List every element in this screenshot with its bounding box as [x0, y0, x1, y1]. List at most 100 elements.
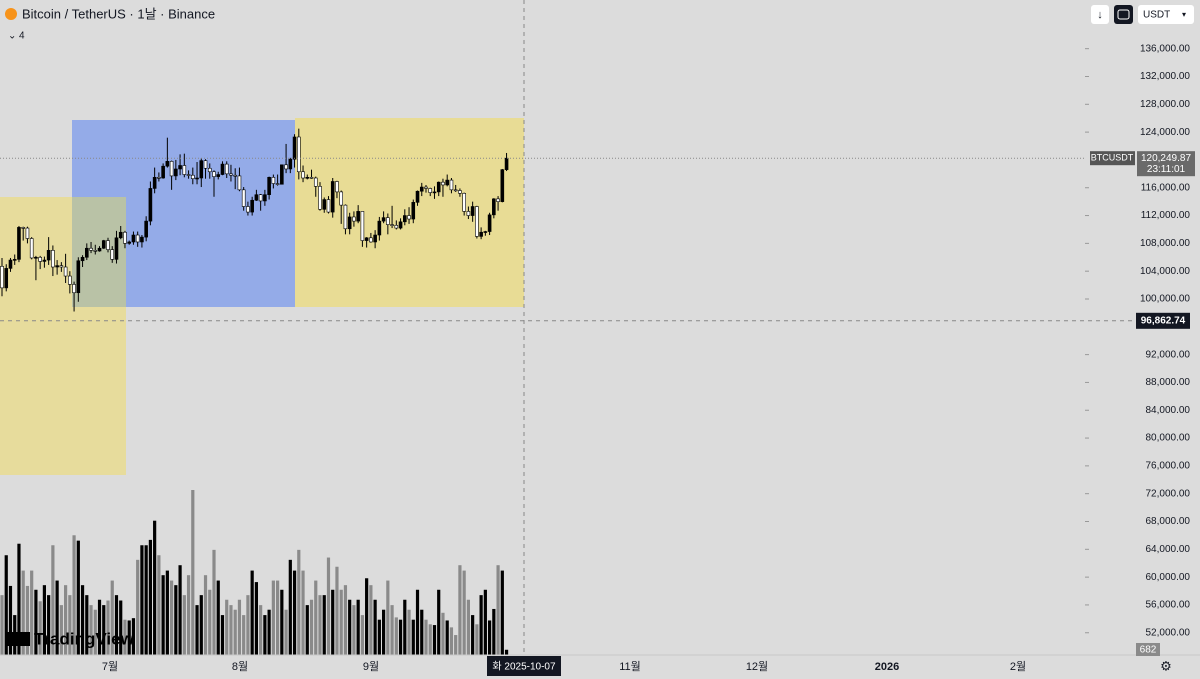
x-tick-label: 11월 [619, 660, 641, 673]
candle-body [38, 256, 42, 262]
volume-bar [280, 589, 284, 655]
volume-bar [475, 624, 479, 655]
volume-bar [483, 589, 487, 655]
candle-body [4, 268, 9, 289]
candle-body [441, 181, 445, 186]
volume-bar [348, 599, 352, 655]
candle-body [229, 173, 233, 176]
volume-bar [0, 595, 4, 655]
candle-body [364, 237, 369, 241]
candle-body [241, 189, 246, 207]
candle-body [51, 250, 55, 268]
candle-body [258, 194, 263, 202]
candle-body [237, 175, 242, 191]
volume-bar [144, 545, 148, 655]
candle-body [292, 136, 297, 160]
candle-body [288, 158, 293, 170]
x-tick-label: 2026 [875, 661, 899, 673]
candle-body [504, 157, 509, 170]
countdown: 23:11:01 [1147, 164, 1186, 175]
volume-bar [492, 608, 496, 655]
volume-bar [42, 585, 46, 655]
volume-bar [504, 649, 509, 655]
collapse-arrow[interactable]: ⌄ [8, 31, 16, 42]
volume-bar [195, 605, 199, 655]
volume-bar [276, 580, 280, 655]
volume-bar [170, 580, 174, 655]
candle-body [411, 202, 416, 220]
candle-body [207, 167, 212, 173]
candle-body [280, 164, 284, 185]
volume-bar [254, 582, 258, 655]
y-tick-label: 108,000.00 [1140, 238, 1190, 249]
candle-body [275, 183, 280, 185]
volume-bar [292, 570, 297, 655]
candle-body [165, 161, 170, 167]
candle-body [114, 237, 119, 260]
volume-bar [68, 595, 72, 655]
candle-body [29, 238, 34, 259]
volume-bar [80, 585, 85, 655]
volume-bar [343, 585, 348, 655]
candle-body [97, 247, 102, 252]
volume-bar [93, 609, 97, 655]
y-tick-label: 88,000.00 [1146, 377, 1191, 388]
volume-bar [398, 619, 403, 655]
y-tick-label: 76,000.00 [1146, 461, 1191, 472]
candle-body [419, 186, 424, 192]
indicator-count[interactable]: 4 [19, 31, 25, 42]
candle-body [250, 199, 254, 213]
volume-bar [471, 615, 475, 655]
volume-bar [407, 609, 411, 655]
settings-icon[interactable]: ⚙ [1160, 658, 1172, 673]
volume-bar [17, 543, 21, 655]
volume-bar [216, 580, 220, 655]
volume-bar [339, 589, 343, 655]
candle-body [318, 186, 322, 210]
volume-bar [428, 624, 432, 655]
volume-bar [55, 580, 59, 655]
currency-select[interactable] [1138, 5, 1194, 24]
candle-body [63, 266, 68, 277]
candle-body [500, 169, 505, 202]
volume-bar [360, 615, 364, 655]
volume-bar [76, 540, 80, 655]
toggle-button[interactable] [1114, 5, 1133, 24]
candle-body [263, 194, 267, 202]
volume-bar [157, 555, 161, 655]
symbol-icon [5, 8, 17, 20]
volume-bar [212, 549, 216, 655]
candle-body [360, 211, 365, 241]
y-tick-label: 132,000.00 [1140, 71, 1190, 82]
volume-bar [394, 617, 398, 655]
candle-body [466, 211, 471, 216]
symbol-tag-box [1090, 151, 1135, 166]
candle-body [118, 231, 123, 239]
candle-body [246, 206, 250, 213]
volume-bar [479, 595, 483, 655]
volume-bar [454, 635, 458, 655]
candle-body [72, 284, 76, 294]
watermark-logo [6, 632, 30, 646]
candle-body [313, 177, 318, 187]
candle-body [322, 199, 327, 210]
candle-body [186, 174, 191, 176]
crosshair-date-box [487, 656, 561, 676]
volume-bar [140, 545, 144, 655]
volume-bar [424, 619, 428, 655]
y-tick-label: 56,000.00 [1146, 600, 1191, 611]
volume-bar [377, 619, 381, 655]
volume-bar [64, 585, 68, 655]
volume-bar [106, 600, 110, 655]
volume-bar [284, 609, 288, 655]
volume-bar [233, 609, 237, 655]
chart-title[interactable]: Bitcoin / TetherUS · 1날 · Binance [22, 6, 215, 21]
x-tick-label: 9월 [363, 660, 379, 673]
candle-body [135, 234, 140, 243]
candle-body [398, 221, 403, 229]
candle-body [195, 177, 199, 180]
download-button[interactable] [1091, 5, 1109, 24]
volume-bar [59, 605, 63, 655]
